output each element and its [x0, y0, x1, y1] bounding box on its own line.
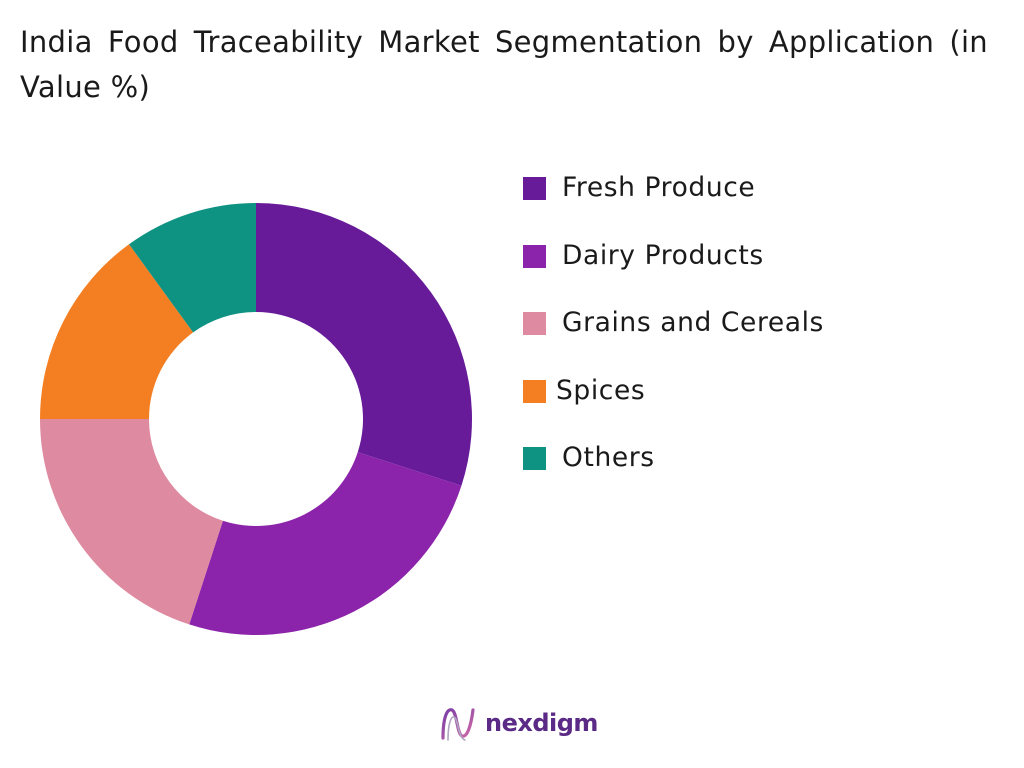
legend-swatch — [523, 447, 546, 471]
legend-item: Spices — [523, 369, 1003, 437]
legend-item: Dairy Products — [523, 234, 1003, 302]
donut-slice-dairy-products — [189, 452, 462, 636]
legend-label: Spices — [556, 374, 646, 406]
donut-slice-spices — [40, 244, 194, 419]
legend-label: Others — [562, 442, 655, 474]
legend-swatch — [523, 177, 546, 200]
nexdigm-logo-icon — [441, 708, 475, 741]
legend-label: Grains and Cereals — [562, 307, 824, 339]
legend-swatch — [523, 312, 546, 336]
donut-slice-grains-and-cereals — [40, 419, 223, 625]
chart-legend: Fresh Produce Dairy Products Grains and Ce… — [523, 166, 1003, 504]
chart-title: India Food Traceability Market Segmentat… — [20, 25, 988, 104]
donut-slice-fresh-produce — [256, 203, 473, 486]
legend-label: Fresh Produce — [562, 172, 756, 203]
brand-logo: nexdigm — [440, 704, 600, 744]
legend-item: Fresh Produce — [523, 166, 1003, 234]
legend-item: Others — [523, 436, 1003, 504]
legend-item: Grains and Cereals — [523, 301, 1003, 369]
legend-swatch — [523, 244, 546, 268]
brand-name: nexdigm — [485, 709, 598, 737]
legend-swatch — [523, 379, 546, 403]
legend-label: Dairy Products — [562, 239, 764, 271]
donut-slice-others — [129, 203, 256, 333]
